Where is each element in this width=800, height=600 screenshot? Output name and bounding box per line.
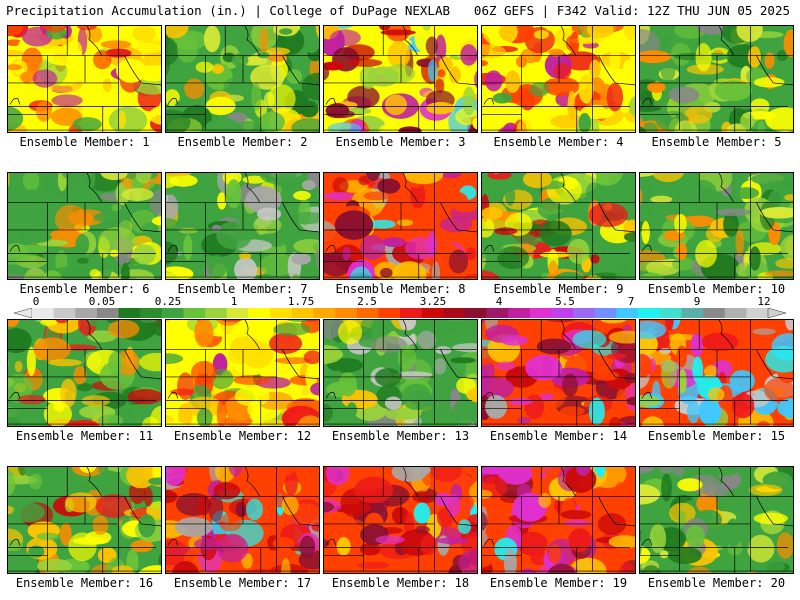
ensemble-member-map	[165, 466, 320, 574]
ensemble-member-map	[165, 319, 320, 427]
ensemble-member-label: Ensemble Member: 7	[177, 282, 308, 296]
colorbar-tick-label: 7	[627, 295, 635, 308]
colorbar-tick-label: 0.25	[154, 295, 182, 308]
colorbar-swatch	[335, 308, 358, 318]
ensemble-member-map	[7, 319, 162, 427]
ensemble-member-map	[323, 25, 478, 133]
colorbar-swatch	[703, 308, 726, 318]
colorbar-left-arrow	[14, 308, 33, 318]
colorbar-tick-label: 4	[495, 295, 503, 308]
precip-colorbar: 0 0.05 0.25 1 1.75 2.5 3.25 4 5.5 7 9 12	[14, 295, 786, 319]
ensemble-member-label: Ensemble Member: 13	[331, 429, 470, 443]
colorbar-tick-label: 12	[757, 295, 771, 308]
ensemble-member-label: Ensemble Member: 11	[15, 429, 154, 443]
ensemble-member-label: Ensemble Member: 15	[647, 429, 786, 443]
colorbar-swatch	[183, 308, 206, 318]
ensemble-member-map	[481, 319, 636, 427]
colorbar-swatch	[508, 308, 531, 318]
colorbar-right-arrow	[767, 308, 786, 318]
colorbar-swatch	[313, 308, 336, 318]
ensemble-member-map	[639, 25, 794, 133]
colorbar-swatch	[161, 308, 184, 318]
colorbar-swatch	[638, 308, 661, 318]
colorbar-swatch	[464, 308, 487, 318]
colorbar-swatch	[724, 308, 747, 318]
colorbar-swatch	[746, 308, 769, 318]
colorbar-tick-label: 0.05	[88, 295, 116, 308]
ensemble-member-label: Ensemble Member: 1	[19, 135, 150, 149]
ensemble-member-label: Ensemble Member: 9	[493, 282, 624, 296]
ensemble-member-label: Ensemble Member: 14	[489, 429, 628, 443]
ensemble-member-label: Ensemble Member: 8	[335, 282, 466, 296]
ensemble-member-label: Ensemble Member: 3	[335, 135, 466, 149]
colorbar-tick-label: 0	[32, 295, 40, 308]
colorbar-swatch	[32, 308, 54, 318]
colorbar-scale	[14, 308, 786, 318]
ensemble-member-map	[481, 466, 636, 574]
colorbar-swatch	[75, 308, 98, 318]
colorbar-swatch	[659, 308, 682, 318]
colorbar-tick-label: 3.25	[419, 295, 447, 308]
colorbar-swatch	[486, 308, 509, 318]
colorbar-tick-label: 1.75	[287, 295, 315, 308]
colorbar-swatch	[681, 308, 704, 318]
ensemble-member-label: Ensemble Member: 18	[331, 576, 470, 590]
colorbar-swatch	[226, 308, 249, 318]
ensemble-member-map	[7, 172, 162, 280]
ensemble-member-label: Ensemble Member: 19	[489, 576, 628, 590]
ensemble-member-map	[7, 466, 162, 574]
colorbar-swatch	[291, 308, 314, 318]
colorbar-swatch	[205, 308, 228, 318]
ensemble-member-map	[639, 172, 794, 280]
colorbar-tick-label: 9	[693, 295, 701, 308]
colorbar-swatch	[248, 308, 271, 318]
ensemble-member-map	[323, 319, 478, 427]
ensemble-member-label: Ensemble Member: 5	[651, 135, 782, 149]
ensemble-member-map	[323, 172, 478, 280]
colorbar-swatch	[594, 308, 617, 318]
ensemble-member-label: Ensemble Member: 20	[647, 576, 786, 590]
ensemble-member-label: Ensemble Member: 17	[173, 576, 312, 590]
colorbar-swatch	[443, 308, 466, 318]
map-title: Precipitation Accumulation (in.) | Colle…	[6, 3, 451, 18]
ensemble-member-map	[481, 172, 636, 280]
ensemble-member-label: Ensemble Member: 10	[647, 282, 786, 296]
colorbar-swatch	[270, 308, 293, 318]
colorbar-swatch	[53, 308, 76, 318]
colorbar-swatch	[378, 308, 401, 318]
colorbar-swatch	[96, 308, 119, 318]
colorbar-swatch	[421, 308, 444, 318]
colorbar-swatch	[140, 308, 163, 318]
ensemble-member-map	[639, 319, 794, 427]
ensemble-member-label: Ensemble Member: 16	[15, 576, 154, 590]
colorbar-tick-label: 2.5	[357, 295, 377, 308]
ensemble-member-map	[165, 25, 320, 133]
colorbar-labels: 0 0.05 0.25 1 1.75 2.5 3.25 4 5.5 7 9 12	[14, 295, 786, 308]
ensemble-member-map	[7, 25, 162, 133]
ensemble-member-label: Ensemble Member: 6	[19, 282, 150, 296]
colorbar-swatch	[573, 308, 596, 318]
colorbar-swatch	[400, 308, 422, 318]
colorbar-tick-label: 5.5	[555, 295, 575, 308]
ensemble-member-label: Ensemble Member: 4	[493, 135, 624, 149]
ensemble-member-map	[481, 25, 636, 133]
colorbar-tick-label: 1	[230, 295, 238, 308]
ensemble-member-map	[323, 466, 478, 574]
ensemble-member-map	[165, 172, 320, 280]
colorbar-swatch	[118, 308, 141, 318]
colorbar-swatch	[356, 308, 379, 318]
map-header: Precipitation Accumulation (in.) | Colle…	[0, 0, 800, 22]
ensemble-member-label: Ensemble Member: 12	[173, 429, 312, 443]
colorbar-swatch	[551, 308, 574, 318]
model-run-info: 06Z GEFS | F342 Valid: 12Z THU JUN 05 20…	[473, 3, 790, 18]
ensemble-member-label: Ensemble Member: 2	[177, 135, 308, 149]
ensemble-member-map	[639, 466, 794, 574]
colorbar-swatch	[529, 308, 552, 318]
colorbar-swatch	[616, 308, 639, 318]
